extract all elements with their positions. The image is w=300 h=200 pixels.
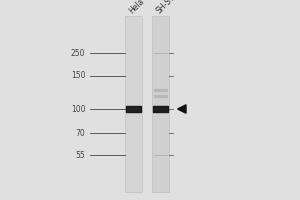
Polygon shape bbox=[178, 105, 186, 113]
Text: 55: 55 bbox=[76, 150, 85, 160]
Text: 250: 250 bbox=[71, 48, 85, 58]
Text: 100: 100 bbox=[71, 105, 85, 114]
Bar bbox=[125, 16, 142, 192]
Bar bbox=[152, 16, 169, 192]
Text: 70: 70 bbox=[76, 129, 85, 138]
Text: 150: 150 bbox=[71, 72, 85, 80]
Text: SH-SY5Y: SH-SY5Y bbox=[154, 0, 183, 15]
Text: Hela: Hela bbox=[127, 0, 146, 15]
